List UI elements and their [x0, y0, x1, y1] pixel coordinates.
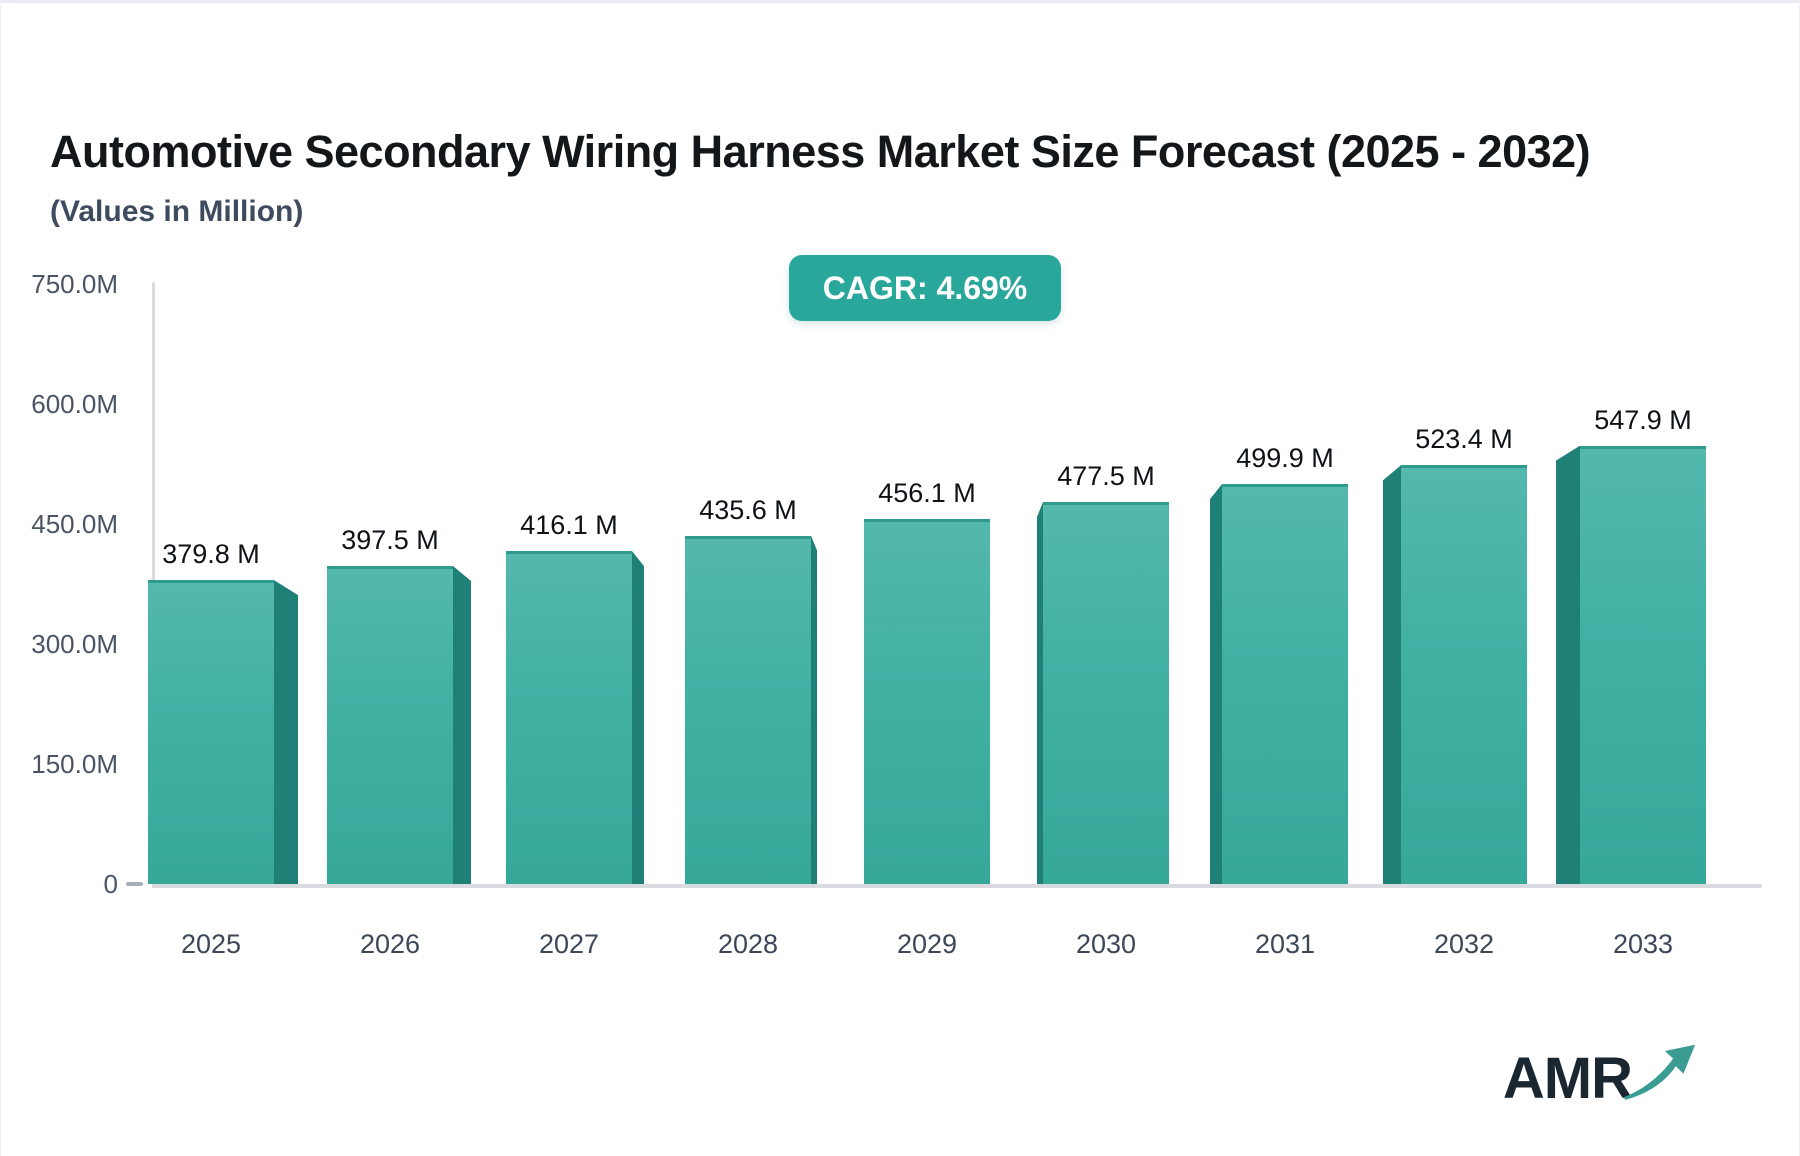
x-axis-label: 2032 [1433, 929, 1495, 959]
bar-value-label: 379.8 M [162, 539, 260, 570]
bar-2028[interactable] [685, 535, 811, 884]
bar-2026[interactable] [327, 566, 453, 884]
x-axis-label: 2028 [717, 929, 779, 959]
bar-2033[interactable] [1580, 445, 1706, 884]
bar-side-2031 [1210, 484, 1222, 884]
bar-2029[interactable] [864, 519, 990, 884]
x-axis-label: 2033 [1612, 929, 1674, 959]
bar-value-label: 499.9 M [1236, 443, 1334, 474]
bar-2027[interactable] [506, 551, 632, 884]
left-border [0, 0, 1, 1156]
y-axis-label: 600.0M [31, 389, 118, 419]
bar-side-2032 [1383, 465, 1401, 884]
x-axis-label: 2031 [1254, 929, 1316, 959]
top-border [0, 0, 1800, 3]
bar-2030[interactable] [1043, 502, 1169, 884]
x-axis-line [152, 884, 1762, 888]
chart-title: Automotive Secondary Wiring Harness Mark… [50, 126, 1591, 178]
amr-logo-text: AMR [1502, 1046, 1633, 1111]
x-axis-label: 2030 [1075, 929, 1137, 959]
bar-value-label: 547.9 M [1594, 404, 1692, 435]
bar-side-2030 [1037, 502, 1043, 884]
bar-value-label: 397.5 M [341, 525, 439, 555]
bar-side-2027 [632, 551, 644, 884]
y-axis-label: 150.0M [31, 749, 118, 779]
zero-tick-mark [126, 882, 143, 886]
badge-row: CAGR: 4.69% [50, 255, 1800, 321]
bar-value-label: 477.5 M [1057, 461, 1155, 491]
x-axis-label: 2026 [359, 929, 421, 959]
bar-side-2025 [274, 580, 298, 884]
bar-side-2026 [453, 566, 471, 884]
y-axis-label: 0 [103, 869, 118, 899]
amr-logo: AMR [1502, 1042, 1700, 1111]
bar-value-label: 523.4 M [1415, 424, 1513, 455]
bar-2025[interactable] [148, 580, 274, 884]
bar-side-2028 [811, 535, 817, 884]
y-axis-label: 750.0M [31, 269, 118, 299]
y-axis-label: 300.0M [31, 629, 118, 659]
growth-arrow-icon [1624, 1044, 1696, 1100]
bar-2031[interactable] [1222, 484, 1348, 884]
cagr-badge: CAGR: 4.69% [788, 255, 1062, 321]
x-axis-label: 2027 [538, 929, 600, 959]
y-axis-label: 450.0M [31, 509, 118, 539]
x-axis-label: 2029 [896, 929, 958, 959]
bar-side-2033 [1556, 445, 1580, 884]
x-axis-label: 2025 [180, 929, 242, 959]
chart-subtitle: (Values in Million) [50, 194, 304, 228]
bar-value-label: 456.1 M [878, 478, 976, 509]
bar-2032[interactable] [1401, 465, 1527, 884]
bar-value-label: 435.6 M [699, 494, 797, 525]
bar-value-label: 416.1 M [520, 510, 618, 541]
